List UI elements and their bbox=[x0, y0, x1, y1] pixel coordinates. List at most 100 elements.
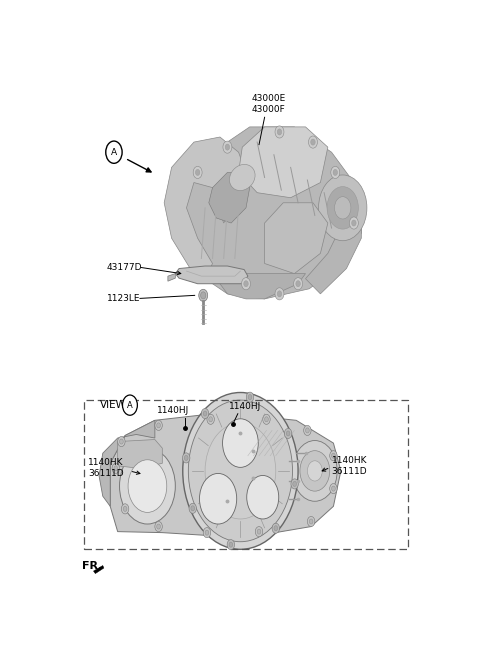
Circle shape bbox=[201, 292, 206, 299]
Circle shape bbox=[305, 428, 309, 433]
Circle shape bbox=[225, 144, 229, 150]
Circle shape bbox=[319, 175, 367, 240]
Circle shape bbox=[114, 466, 118, 471]
Polygon shape bbox=[175, 266, 248, 284]
Circle shape bbox=[227, 539, 235, 550]
Circle shape bbox=[195, 170, 200, 175]
Circle shape bbox=[292, 441, 337, 501]
Polygon shape bbox=[94, 566, 104, 574]
Circle shape bbox=[241, 278, 251, 290]
Circle shape bbox=[294, 278, 302, 290]
Circle shape bbox=[352, 220, 356, 226]
Circle shape bbox=[286, 431, 290, 436]
Circle shape bbox=[184, 455, 188, 461]
Circle shape bbox=[205, 423, 276, 519]
Circle shape bbox=[207, 415, 215, 424]
Circle shape bbox=[309, 136, 317, 148]
Text: 1140HJ: 1140HJ bbox=[157, 406, 190, 415]
Circle shape bbox=[264, 417, 268, 422]
Circle shape bbox=[120, 448, 175, 524]
Circle shape bbox=[209, 417, 213, 422]
Circle shape bbox=[330, 484, 337, 493]
Circle shape bbox=[182, 453, 190, 463]
Circle shape bbox=[257, 529, 261, 534]
Ellipse shape bbox=[229, 164, 255, 191]
Circle shape bbox=[274, 526, 277, 531]
Circle shape bbox=[118, 436, 125, 447]
Text: A: A bbox=[127, 401, 133, 410]
Bar bbox=[84, 400, 408, 549]
Circle shape bbox=[333, 170, 337, 175]
Polygon shape bbox=[305, 198, 361, 294]
Circle shape bbox=[200, 474, 237, 524]
Circle shape bbox=[122, 395, 137, 415]
Text: 1123LE: 1123LE bbox=[107, 294, 140, 303]
Circle shape bbox=[304, 425, 311, 436]
Text: FR.: FR. bbox=[83, 560, 103, 570]
Circle shape bbox=[199, 289, 208, 302]
Circle shape bbox=[307, 461, 322, 481]
Circle shape bbox=[293, 482, 297, 486]
Circle shape bbox=[284, 428, 292, 438]
Circle shape bbox=[331, 166, 340, 179]
Circle shape bbox=[155, 522, 162, 532]
Circle shape bbox=[188, 400, 292, 542]
Polygon shape bbox=[209, 172, 250, 223]
Circle shape bbox=[275, 126, 284, 138]
Text: 1140HJ: 1140HJ bbox=[229, 402, 262, 411]
Circle shape bbox=[332, 453, 335, 459]
Circle shape bbox=[155, 420, 162, 430]
Circle shape bbox=[201, 409, 209, 419]
Circle shape bbox=[121, 504, 129, 514]
Circle shape bbox=[272, 523, 279, 533]
Circle shape bbox=[291, 479, 299, 489]
Circle shape bbox=[229, 542, 233, 547]
Circle shape bbox=[120, 439, 123, 444]
Circle shape bbox=[203, 411, 207, 416]
Circle shape bbox=[275, 288, 284, 300]
Circle shape bbox=[248, 395, 252, 399]
Polygon shape bbox=[118, 440, 162, 468]
Circle shape bbox=[332, 486, 335, 491]
Circle shape bbox=[223, 141, 232, 153]
Polygon shape bbox=[179, 127, 361, 299]
Circle shape bbox=[123, 507, 127, 511]
Polygon shape bbox=[110, 415, 341, 535]
Polygon shape bbox=[99, 420, 155, 507]
Text: VIEW: VIEW bbox=[100, 400, 127, 410]
Circle shape bbox=[309, 519, 313, 524]
Text: 43177D: 43177D bbox=[107, 263, 142, 271]
Circle shape bbox=[255, 526, 263, 537]
Circle shape bbox=[300, 451, 330, 491]
Circle shape bbox=[277, 291, 282, 297]
Polygon shape bbox=[264, 203, 328, 273]
Polygon shape bbox=[168, 273, 175, 281]
Text: A: A bbox=[111, 148, 117, 156]
Circle shape bbox=[244, 281, 248, 286]
Circle shape bbox=[156, 423, 160, 428]
Circle shape bbox=[296, 281, 300, 286]
Polygon shape bbox=[239, 127, 328, 198]
Circle shape bbox=[203, 528, 211, 537]
Circle shape bbox=[128, 460, 167, 512]
Circle shape bbox=[247, 476, 279, 519]
Circle shape bbox=[156, 524, 160, 529]
Circle shape bbox=[327, 187, 359, 229]
Circle shape bbox=[349, 217, 359, 229]
Circle shape bbox=[193, 166, 202, 179]
Circle shape bbox=[112, 463, 120, 474]
Polygon shape bbox=[164, 137, 246, 279]
Circle shape bbox=[277, 129, 282, 135]
Circle shape bbox=[106, 141, 122, 164]
Text: 1140HK
36111D: 1140HK 36111D bbox=[332, 456, 367, 476]
Circle shape bbox=[263, 415, 270, 424]
Circle shape bbox=[307, 516, 315, 526]
Circle shape bbox=[311, 139, 315, 145]
Circle shape bbox=[335, 196, 351, 219]
Circle shape bbox=[183, 392, 298, 549]
Circle shape bbox=[223, 419, 258, 467]
Circle shape bbox=[189, 503, 196, 513]
Circle shape bbox=[205, 530, 209, 535]
Circle shape bbox=[246, 392, 254, 402]
Circle shape bbox=[330, 451, 337, 461]
